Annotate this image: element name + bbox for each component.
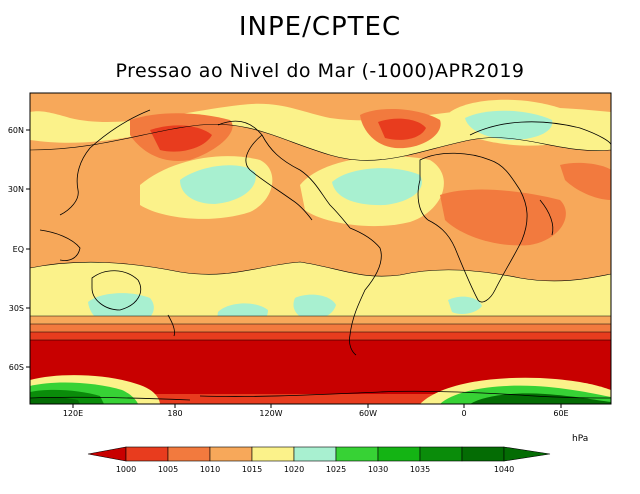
colorbar-low-arrow: [87, 446, 127, 462]
colorbar-bin-1030-1035: [377, 446, 421, 462]
colorbar-high-arrow: [503, 446, 551, 462]
lat-label-60s: 60S: [9, 363, 24, 372]
colorbar-label: 1040: [494, 465, 514, 474]
colorbar-bin-1005-1010: [167, 446, 211, 462]
colorbar-bin-1000-1005: [125, 446, 169, 462]
colorbar-label: 1005: [158, 465, 178, 474]
colorbar-bin-1020-1025: [293, 446, 337, 462]
coastlines: [30, 109, 611, 401]
lat-label-60n: 60N: [8, 126, 24, 135]
colorbar-bin-1040: [461, 446, 505, 462]
contour-lines: [30, 123, 611, 341]
colorbar-label: 1010: [200, 465, 220, 474]
colorbar-label: 1035: [410, 465, 430, 474]
lon-label-0: 0: [461, 409, 466, 418]
title: INPE/CPTEC: [238, 12, 402, 42]
lon-axis: 120E 180 120W 60W 0 60E: [63, 404, 569, 418]
lat-label-30n: 30N: [8, 185, 24, 194]
colorbar-label: 1015: [242, 465, 262, 474]
lon-label-60w: 60W: [359, 409, 377, 418]
lon-label-120e: 120E: [63, 409, 83, 418]
colorbar-bin-1015-1020: [251, 446, 295, 462]
colorbar-label: 1025: [326, 465, 346, 474]
colorbar-label: 1000: [116, 465, 136, 474]
colorbar-label: 1030: [368, 465, 388, 474]
lon-label-120w: 120W: [259, 409, 282, 418]
colorbar-bin-1025-1030: [335, 446, 379, 462]
colorbar-bin-1035-1040: [419, 446, 463, 462]
subtitle: Pressao ao Nivel do Mar (-1000)APR2019: [115, 60, 525, 82]
lat-label-30s: 30S: [9, 304, 24, 313]
lat-label-eq: EQ: [13, 245, 24, 254]
colorbar-unit: hPa: [572, 434, 589, 444]
colorbar-label: 1020: [284, 465, 304, 474]
lon-label-180: 180: [167, 409, 182, 418]
map-field: [30, 93, 611, 404]
lat-axis: 60N 30N EQ 30S 60S: [8, 126, 30, 372]
colorbar: 1000 1005 1010 1015 1020 1025 1030 1035 …: [87, 446, 551, 474]
lon-label-60e: 60E: [553, 409, 568, 418]
colorbar-bin-1010-1015: [209, 446, 253, 462]
